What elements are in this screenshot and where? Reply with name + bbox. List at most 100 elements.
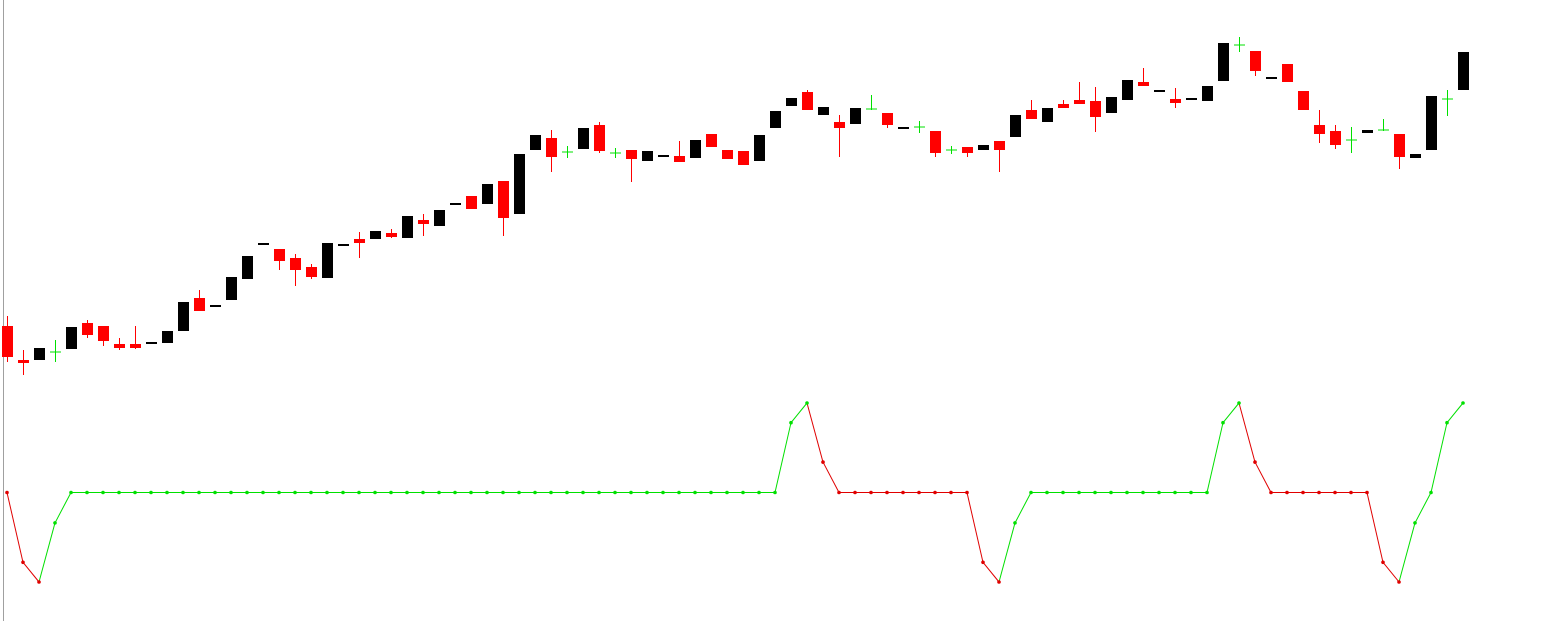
candle-body: [162, 331, 173, 343]
candle-body: [546, 138, 557, 157]
indicator-point: [469, 490, 473, 495]
indicator-point: [725, 490, 729, 495]
indicator-segment: [1238, 402, 1256, 463]
indicator-point: [181, 490, 185, 495]
candle-body: [2, 326, 13, 357]
candle-body: [1154, 90, 1165, 92]
indicator-point: [453, 490, 457, 495]
indicator-point: [773, 490, 777, 495]
indicator-point: [981, 560, 985, 565]
indicator-point: [245, 490, 249, 495]
indicator-point: [1429, 490, 1433, 495]
indicator-point: [277, 490, 281, 495]
indicator-point: [1445, 420, 1449, 425]
candle-body: [306, 267, 317, 277]
indicator-point: [1109, 490, 1113, 495]
indicator-point: [869, 490, 873, 495]
indicator-point: [149, 490, 153, 495]
indicator-point: [1285, 490, 1289, 495]
candle-body: [130, 344, 141, 348]
candle-body: [738, 151, 749, 165]
indicator-point: [357, 490, 361, 495]
candle-body: [1314, 125, 1325, 134]
candle-body: [482, 184, 493, 204]
indicator-segment: [1222, 402, 1240, 424]
indicator-point: [1061, 490, 1065, 495]
indicator-segment: [806, 402, 824, 463]
candle-body: [834, 122, 845, 128]
indicator-point: [885, 490, 889, 495]
candle-body: [722, 150, 733, 159]
candle-body: [82, 323, 93, 335]
indicator-point: [1269, 490, 1273, 495]
indicator-point: [1365, 490, 1369, 495]
indicator-segment: [38, 522, 56, 583]
candle-body: [994, 141, 1005, 150]
indicator-point: [949, 490, 953, 495]
indicator-point: [1045, 490, 1049, 495]
indicator-segment: [1254, 461, 1272, 493]
candle-body: [1298, 91, 1309, 110]
indicator-point: [933, 490, 937, 495]
indicator-segment: [1446, 402, 1464, 424]
candle-body: [690, 140, 701, 158]
indicator-point: [229, 490, 233, 495]
indicator-point: [1189, 490, 1193, 495]
indicator-point: [693, 490, 697, 495]
indicator-segment: [790, 402, 808, 424]
candle-body: [1074, 100, 1085, 104]
candle-body: [274, 249, 285, 261]
candle-body: [114, 344, 125, 348]
candle-body: [1122, 80, 1133, 100]
candle-body: [1458, 52, 1469, 90]
indicator-segment: [774, 422, 792, 493]
candle-body: [850, 108, 861, 124]
indicator-point: [677, 490, 681, 495]
indicator-point: [501, 490, 505, 495]
indicator-point: [405, 490, 409, 495]
indicator-point: [197, 490, 201, 495]
indicator-segment: [1430, 422, 1448, 493]
indicator-point: [1333, 490, 1337, 495]
indicator-segment: [1366, 492, 1384, 563]
indicator-point: [757, 490, 761, 495]
candle-body: [194, 298, 205, 311]
candle-body: [1426, 96, 1437, 150]
indicator-point: [1157, 490, 1161, 495]
candle-body: [1410, 154, 1421, 158]
candle-body: [1010, 115, 1021, 137]
indicator-point: [341, 490, 345, 495]
indicator-point: [1317, 490, 1321, 495]
candle-body: [1026, 110, 1037, 119]
candle-body: [626, 150, 637, 159]
indicator-point: [1173, 490, 1177, 495]
indicator-point: [309, 490, 313, 495]
candle-body: [450, 203, 461, 205]
indicator-point: [517, 490, 521, 495]
candle-body: [466, 196, 477, 209]
indicator-point: [37, 580, 41, 584]
candle-body: [818, 107, 829, 115]
indicator-point: [1349, 490, 1353, 495]
candle-body: [338, 244, 349, 246]
candle-body: [1090, 101, 1101, 117]
candle-body: [66, 327, 77, 349]
indicator-segment: [6, 492, 24, 563]
candle-body: [658, 155, 669, 157]
candle-body: [242, 256, 253, 279]
candle-body: [1266, 77, 1277, 79]
indicator-point: [741, 490, 745, 495]
candle-body: [1282, 64, 1293, 82]
indicator-point: [421, 490, 425, 495]
indicator-point: [837, 490, 841, 495]
candle-body: [34, 348, 45, 360]
candle-body: [1042, 108, 1053, 122]
indicator-point: [997, 580, 1001, 584]
indicator-point: [293, 490, 297, 495]
candle-body: [178, 302, 189, 331]
candle-body: [1394, 134, 1405, 157]
indicator-point: [53, 521, 57, 525]
candle-body: [418, 220, 429, 224]
candle-body: [978, 145, 989, 150]
